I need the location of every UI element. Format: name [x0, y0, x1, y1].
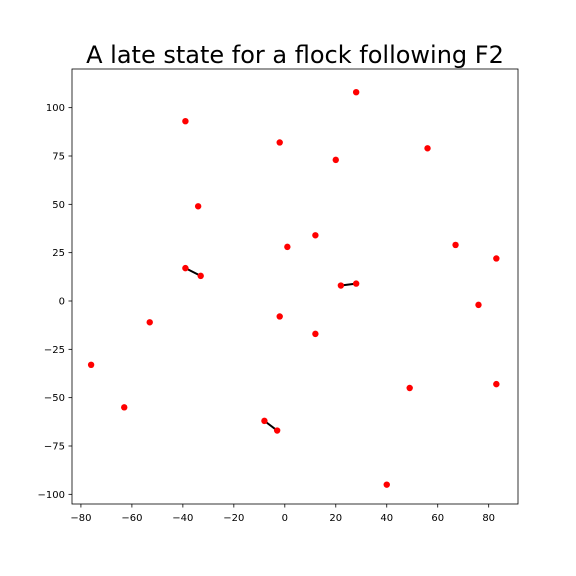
- data-point: [261, 417, 268, 425]
- y-tick-label: −50: [44, 393, 65, 404]
- y-tick-label: −25: [44, 345, 65, 356]
- data-point: [121, 404, 128, 411]
- plot-area: [87, 89, 500, 488]
- x-tick-label: 80: [482, 513, 495, 524]
- data-point: [194, 203, 202, 210]
- y-tick-label: −75: [44, 442, 65, 453]
- x-tick-label: −40: [172, 513, 193, 524]
- x-tick-label: 20: [329, 513, 342, 524]
- y-tick-label: −100: [38, 490, 65, 501]
- x-tick-label: −80: [70, 513, 91, 524]
- data-point: [197, 272, 204, 280]
- data-point: [182, 264, 189, 272]
- data-point: [332, 156, 339, 164]
- data-point: [424, 145, 431, 152]
- data-point: [475, 301, 482, 309]
- data-point: [493, 380, 500, 388]
- data-point: [146, 319, 153, 326]
- y-tick-label: 100: [46, 103, 65, 114]
- data-point: [87, 361, 95, 368]
- y-tick-label: 0: [59, 297, 65, 308]
- data-point: [352, 89, 360, 96]
- y-tick-label: 75: [52, 152, 65, 163]
- x-tick-label: 40: [380, 513, 393, 524]
- y-axis: 100 75 50 25 0 −25 −50 −75 −100: [38, 103, 72, 501]
- data-point: [273, 427, 281, 434]
- data-point: [284, 243, 291, 251]
- x-tick-label: 0: [282, 513, 288, 524]
- data-point: [276, 313, 283, 320]
- data-point: [452, 241, 459, 249]
- data-point: [406, 384, 413, 392]
- y-tick-label: 50: [52, 200, 65, 211]
- data-point: [383, 481, 390, 488]
- x-tick-label: −60: [121, 513, 142, 524]
- x-tick-label: −20: [223, 513, 244, 524]
- data-point: [312, 330, 319, 338]
- data-point: [312, 232, 319, 239]
- data-point: [352, 280, 360, 287]
- x-axis: −80 −60 −40 −20 0 20 40 60 80: [70, 504, 495, 524]
- data-point: [276, 139, 283, 146]
- data-point: [493, 255, 500, 262]
- chart-title: A late state for a flock following F2: [86, 41, 504, 69]
- data-point: [337, 282, 345, 289]
- x-tick-label: 60: [431, 513, 444, 524]
- y-tick-label: 25: [52, 248, 65, 259]
- data-point: [182, 118, 189, 125]
- axes-frame: [71, 68, 519, 505]
